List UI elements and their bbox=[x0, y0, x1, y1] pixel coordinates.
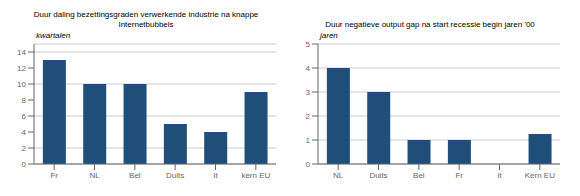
svg-text:3: 3 bbox=[306, 88, 311, 97]
html-text:jaren: jaren bbox=[320, 31, 338, 40]
svg-text:Bel: Bel bbox=[413, 171, 425, 180]
svg-text:4: 4 bbox=[306, 64, 311, 73]
svg-text:0: 0 bbox=[306, 160, 311, 169]
svg-text:It: It bbox=[497, 171, 502, 180]
html-text:Internetbubbels: Internetbubbels bbox=[118, 20, 174, 29]
svg-text:1: 1 bbox=[306, 136, 311, 145]
svg-text:2: 2 bbox=[22, 144, 27, 153]
svg-text:2: 2 bbox=[306, 112, 311, 121]
html-text:Duur negatieve output gap na s: Duur negatieve output gap na start reces… bbox=[325, 20, 535, 29]
svg-text:10: 10 bbox=[17, 80, 26, 89]
svg-text:Fr: Fr bbox=[50, 171, 58, 180]
svg-text:4: 4 bbox=[22, 128, 27, 137]
html-text:Duur daling bezettingsgraden v: Duur daling bezettingsgraden verwerkende… bbox=[33, 10, 259, 19]
svg-text:Kern EU: Kern EU bbox=[525, 171, 555, 180]
svg-text:NL: NL bbox=[333, 171, 344, 180]
svg-text:It: It bbox=[213, 171, 218, 180]
svg-text:14: 14 bbox=[17, 48, 26, 57]
svg-text:6: 6 bbox=[22, 112, 27, 121]
svg-text:Duits: Duits bbox=[369, 171, 387, 180]
svg-text:Bel: Bel bbox=[129, 171, 141, 180]
svg-text:12: 12 bbox=[17, 64, 26, 73]
svg-text:Fr: Fr bbox=[455, 171, 463, 180]
svg-text:8: 8 bbox=[22, 96, 27, 105]
svg-text:kern EU: kern EU bbox=[241, 171, 270, 180]
svg-text:NL: NL bbox=[89, 171, 100, 180]
html-text:kwartalen: kwartalen bbox=[36, 31, 71, 40]
svg-text:Duits: Duits bbox=[166, 171, 184, 180]
svg-text:0: 0 bbox=[22, 160, 27, 169]
svg-text:5: 5 bbox=[306, 40, 311, 49]
